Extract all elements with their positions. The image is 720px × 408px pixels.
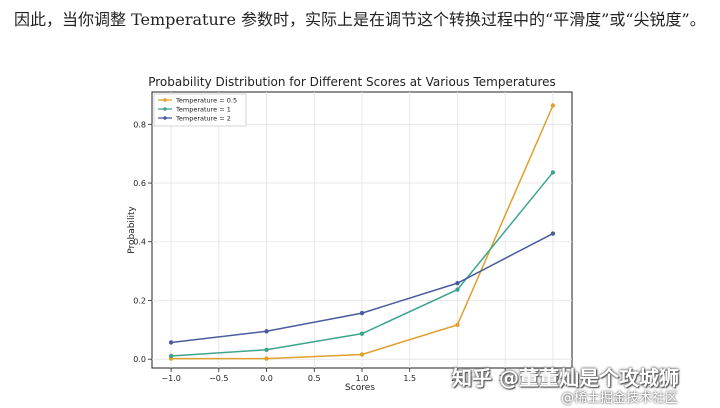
data-point <box>264 347 269 352</box>
zhihu-watermark: 知乎 @董董灿是个攻城狮 <box>452 366 679 390</box>
x-tick-label: 2.5 <box>499 374 512 383</box>
x-tick-label: 0.5 <box>308 374 321 383</box>
legend-label-1: Temperature = 0.5 <box>175 97 237 105</box>
x-tick-label: 0.0 <box>260 374 273 383</box>
x-tick-label: −0.5 <box>209 374 228 383</box>
data-point <box>550 170 556 175</box>
data-point <box>455 287 460 292</box>
data-point <box>550 103 556 108</box>
y-tick-label: 0.2 <box>133 296 146 305</box>
x-tick-label: −1.0 <box>161 374 180 383</box>
data-point <box>264 329 269 334</box>
legend-marker-2 <box>163 107 167 111</box>
data-point <box>455 280 460 286</box>
legend-label-2: Temperature = 1 <box>175 106 231 114</box>
x-tick-label: 1.0 <box>356 374 369 383</box>
legend-label-3: Temperature = 2 <box>175 115 231 123</box>
series-group <box>168 103 556 361</box>
data-point <box>455 322 460 328</box>
data-point <box>359 331 365 336</box>
data-point <box>168 353 174 359</box>
juejin-watermark: @稀土掘金技术社区 <box>561 391 679 406</box>
x-axis-label: Scores <box>345 383 375 393</box>
legend-marker-3 <box>163 116 167 120</box>
chart-title: Probability Distribution for Different S… <box>148 75 556 89</box>
y-tick-label: 0.6 <box>133 179 146 188</box>
y-tick-label: 0.0 <box>133 355 146 364</box>
legend-marker-1 <box>163 98 167 102</box>
y-tick-label: 0.4 <box>133 238 146 247</box>
y-axis-label: Probability <box>127 206 137 254</box>
data-point <box>359 310 365 316</box>
data-point <box>168 340 174 345</box>
legend-box <box>153 93 247 127</box>
data-point <box>264 356 269 361</box>
data-point <box>359 352 365 357</box>
x-tick-label: 1.5 <box>403 374 416 383</box>
data-point <box>550 231 556 236</box>
body-paragraph: 因此，当你调整 Temperature 参数时，实际上是在调节这个转换过程中的“… <box>14 10 706 29</box>
x-axis-ticks: −1.0 −0.5 0.0 0.5 1.0 1.5 2.0 2.5 3.0 <box>161 368 559 383</box>
x-tick-label: 3.0 <box>547 374 560 383</box>
x-tick-label: 2.0 <box>451 374 464 383</box>
y-axis-ticks: 0.0 0.2 0.4 0.6 0.8 <box>133 120 152 364</box>
y-tick-label: 0.8 <box>133 120 146 129</box>
